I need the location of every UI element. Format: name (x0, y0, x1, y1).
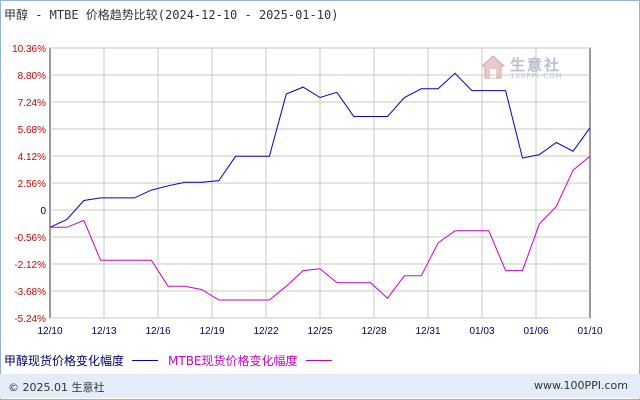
y-tick-label: -5.24% (14, 314, 46, 325)
x-tick-label: 12/16 (145, 326, 170, 337)
x-tick-label: 12/22 (253, 326, 278, 337)
y-tick-label: 4.12% (18, 152, 46, 163)
chart-legend: 甲醇现货价格变化幅度 MTBE现货价格变化幅度 (4, 352, 342, 368)
y-tick-label: -3.68% (14, 287, 46, 298)
x-tick-label: 01/06 (523, 326, 548, 337)
site-link[interactable]: www.100PPI.com (534, 379, 628, 392)
y-tick-label: 10.36% (12, 44, 46, 55)
x-tick-label: 12/10 (37, 326, 62, 337)
x-tick-label: 12/31 (415, 326, 440, 337)
x-tick-label: 12/13 (91, 326, 116, 337)
y-tick-label: 8.80% (18, 71, 46, 82)
y-tick-label: -0.56% (14, 233, 46, 244)
copyright-text: © 2025.01 生意社 (8, 381, 105, 394)
legend-swatch-series2 (305, 359, 332, 361)
line-chart: 10.36% 8.80% 7.24% 5.68% 4.12% 2.56% 0 -0.56% -2… (12, 44, 603, 337)
legend-swatch-series1 (132, 359, 159, 361)
watermark-brand: 生意社 (510, 56, 562, 74)
chart-title: 甲醇 - MTBE 价格趋势比较(2024-12-10 - 2025-01-10… (4, 8, 339, 22)
y-tick-label: 2.56% (18, 179, 46, 190)
series-line-1 (49, 72, 591, 228)
legend-label-series1: 甲醇现货价格变化幅度 (4, 353, 125, 368)
x-tick-label: 12/19 (199, 326, 224, 337)
y-tick-label: -2.12% (14, 260, 46, 271)
footer-bar: © 2025.01 生意社 www.100PPI.com (0, 374, 640, 398)
y-tick-label: 7.24% (18, 98, 46, 109)
x-tick-label: 12/25 (307, 326, 332, 337)
legend-item-series2: MTBE现货价格变化幅度 (168, 352, 332, 369)
x-tick-label: 01/10 (577, 326, 602, 337)
legend-label-series2: MTBE现货价格变化幅度 (168, 353, 298, 368)
series-line-2 (50, 155, 591, 301)
legend-item-series1: 甲醇现货价格变化幅度 (4, 352, 159, 369)
x-tick-label: 12/28 (361, 326, 386, 337)
y-tick-label: 5.68% (18, 125, 46, 136)
x-tick-label: 01/03 (469, 326, 494, 337)
y-tick-label: 0 (40, 206, 46, 217)
